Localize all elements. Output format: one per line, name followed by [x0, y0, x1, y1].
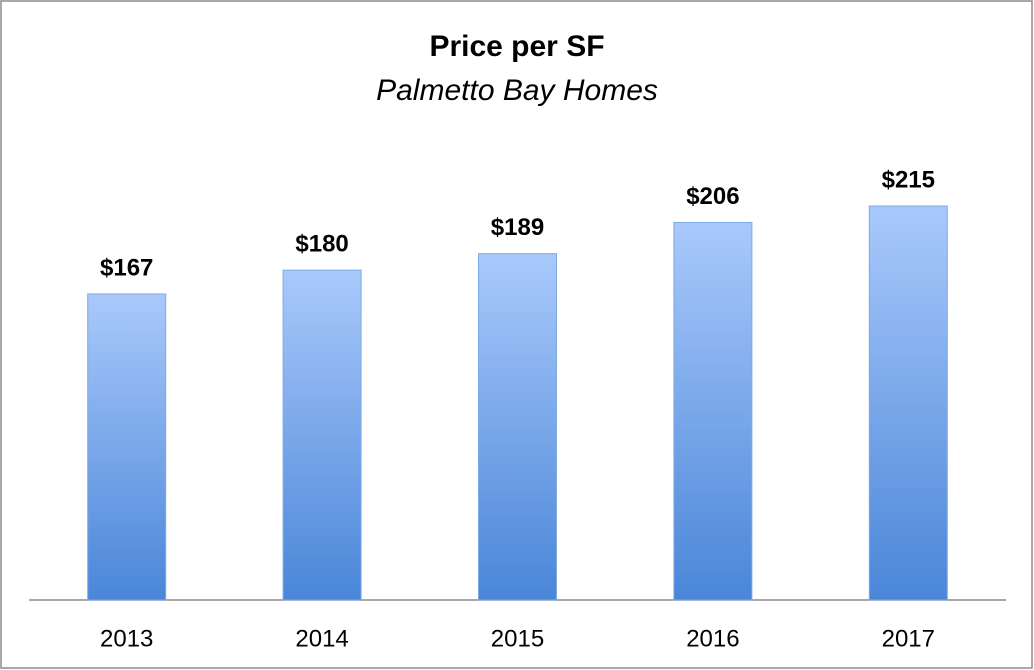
- bar: [478, 253, 557, 601]
- x-tick-label: 2013: [100, 625, 153, 652]
- x-tick-label: 2017: [882, 625, 935, 652]
- bar: [868, 205, 948, 601]
- value-label: $215: [882, 166, 935, 193]
- value-label: $167: [100, 254, 153, 281]
- chart-title: Price per SF: [429, 30, 604, 63]
- x-tick-label: 2014: [295, 625, 348, 652]
- value-label: $180: [295, 230, 348, 257]
- value-label: $189: [491, 214, 544, 241]
- chart-subtitle: Palmetto Bay Homes: [376, 74, 658, 107]
- bar: [673, 221, 753, 601]
- bar: [87, 293, 167, 601]
- bar: [282, 269, 362, 601]
- value-label: $206: [686, 183, 739, 210]
- x-tick-label: 2015: [491, 625, 544, 652]
- x-tick-label: 2016: [686, 625, 739, 652]
